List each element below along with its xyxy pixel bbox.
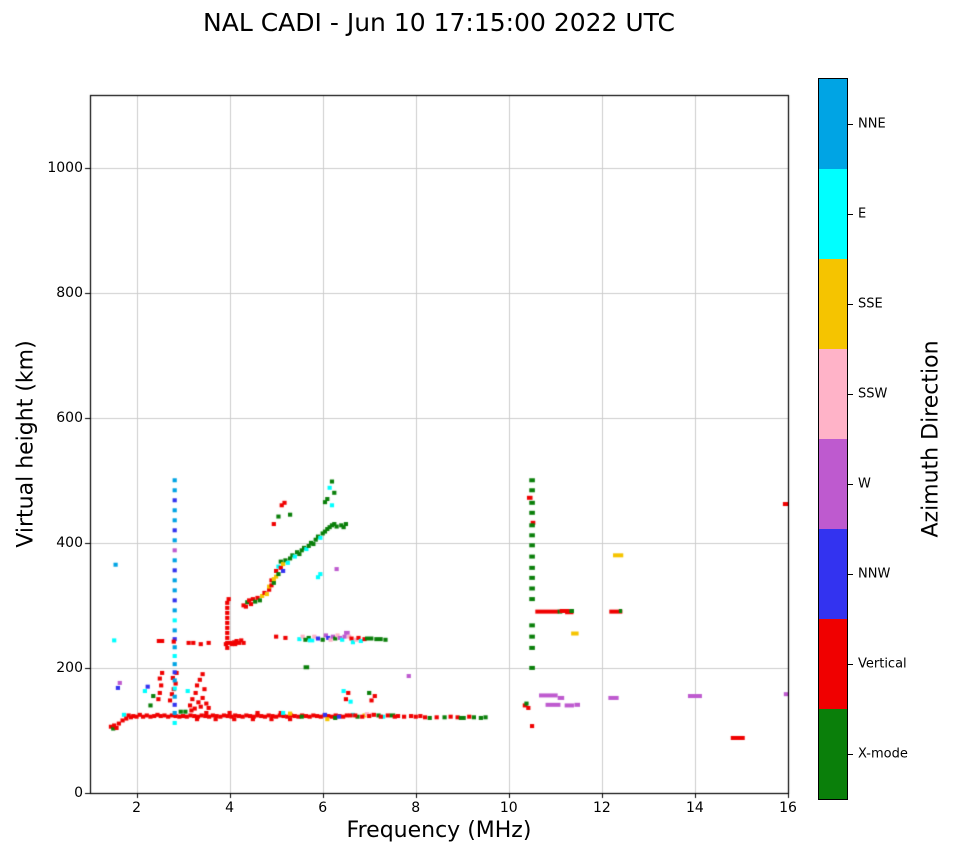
colorbar-category-label-nne: NNE bbox=[858, 116, 886, 132]
x-tick-label: 12 bbox=[592, 800, 611, 816]
colorbar-category-label-w: W bbox=[858, 476, 871, 492]
colorbar-category-label-vertical: Vertical bbox=[858, 656, 907, 672]
x-tick-label: 14 bbox=[686, 800, 704, 816]
colorbar-tick bbox=[848, 394, 853, 395]
x-tick-label: 6 bbox=[318, 800, 328, 816]
x-axis-label: Frequency (MHz) bbox=[346, 818, 532, 843]
colorbar-tick bbox=[848, 574, 853, 575]
colorbar-category-label-x-mode: X-mode bbox=[858, 746, 908, 762]
colorbar-tick bbox=[848, 214, 853, 215]
colorbar bbox=[818, 78, 848, 800]
y-tick-label: 600 bbox=[56, 409, 83, 426]
colorbar-tick bbox=[848, 664, 853, 665]
colorbar-category-label-ssw: SSW bbox=[858, 386, 888, 402]
colorbar-segment-ssw bbox=[819, 349, 847, 439]
x-tick-label: 4 bbox=[225, 800, 235, 816]
colorbar-tick bbox=[848, 484, 853, 485]
colorbar-segment-w bbox=[819, 439, 847, 529]
y-tick-label: 1000 bbox=[47, 159, 83, 176]
colorbar-segment-vertical bbox=[819, 619, 847, 709]
y-axis-label: Virtual height (km) bbox=[13, 340, 39, 548]
y-tick-label: 200 bbox=[56, 659, 83, 676]
y-tick-label: 0 bbox=[74, 785, 83, 801]
colorbar-segment-e bbox=[819, 169, 847, 259]
x-tick-label: 16 bbox=[779, 800, 797, 816]
colorbar-tick bbox=[848, 754, 853, 755]
colorbar-tick bbox=[848, 304, 853, 305]
colorbar-axis-label: Azimuth Direction bbox=[918, 340, 944, 538]
y-tick-label: 400 bbox=[56, 534, 83, 551]
colorbar-category-label-nnw: NNW bbox=[858, 566, 891, 582]
x-tick-label: 8 bbox=[411, 800, 421, 816]
colorbar-segment-sse bbox=[819, 259, 847, 349]
x-tick-label: 2 bbox=[132, 800, 141, 816]
colorbar-tick bbox=[848, 124, 853, 125]
colorbar-category-label-sse: SSE bbox=[858, 296, 883, 312]
colorbar-segment-x-mode bbox=[819, 709, 847, 799]
chart-title: NAL CADI - Jun 10 17:15:00 2022 UTC bbox=[203, 8, 675, 37]
x-tick-label: 10 bbox=[499, 800, 518, 816]
colorbar-category-label-e: E bbox=[858, 206, 867, 222]
colorbar-segment-nne bbox=[819, 79, 847, 169]
colorbar-segment-nnw bbox=[819, 529, 847, 619]
y-tick-label: 800 bbox=[56, 284, 83, 301]
